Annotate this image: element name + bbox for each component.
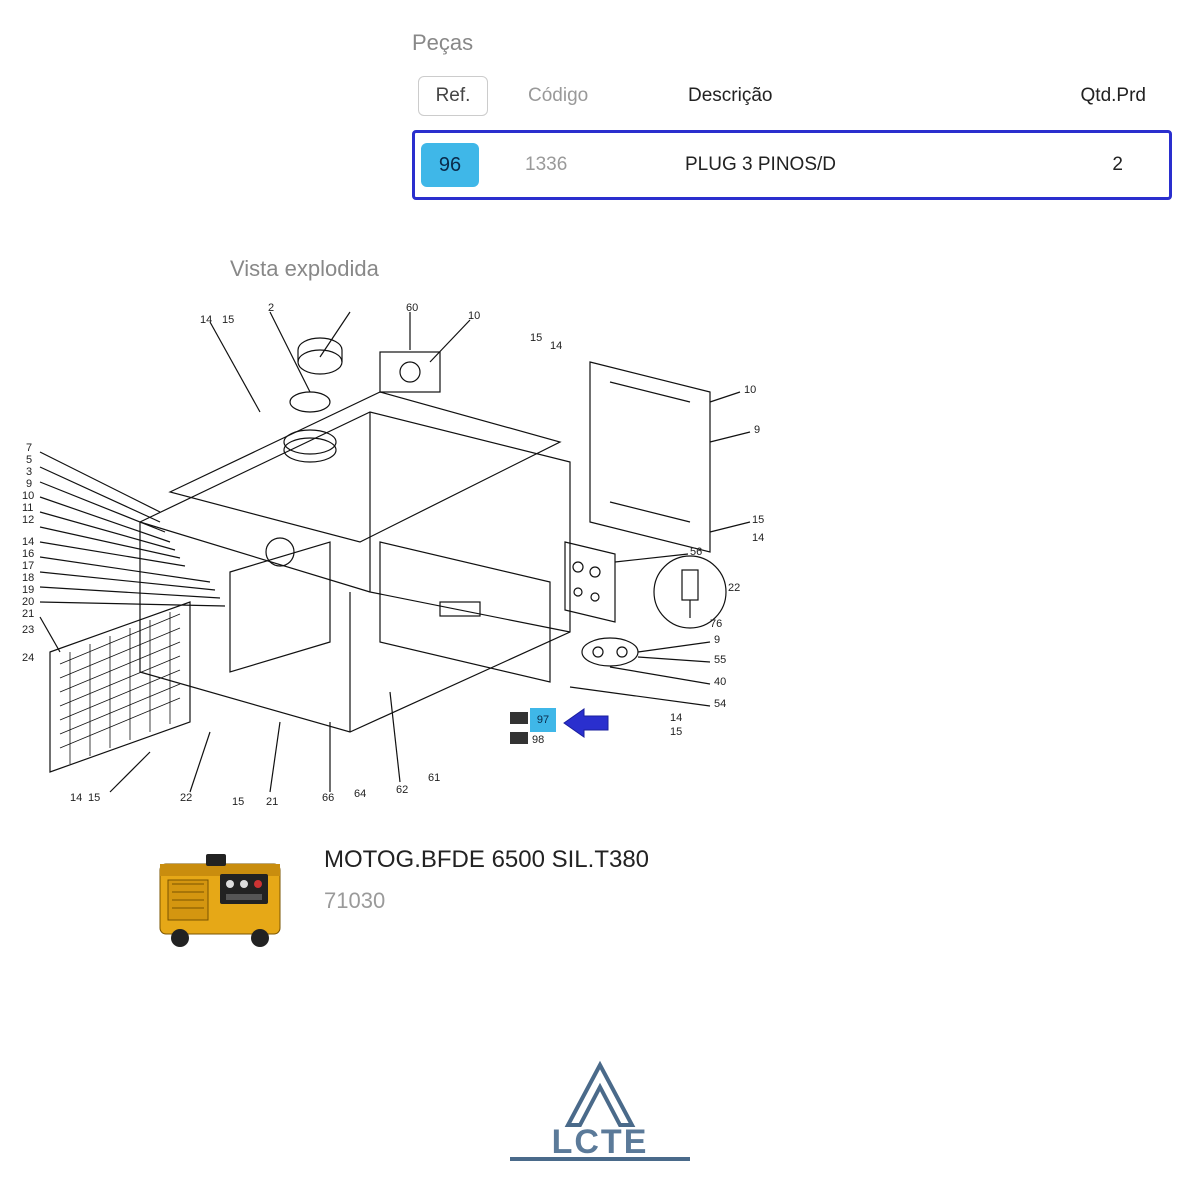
- header-code: Código: [528, 85, 668, 107]
- cell-description: PLUG 3 PINOS/D: [685, 154, 1045, 176]
- part-row-highlighted[interactable]: 96 1336 PLUG 3 PINOS/D 2: [412, 130, 1172, 200]
- exploded-diagram: 97 98 14 15 2 60 10 15 14 7 5 3 9 10 11 …: [10, 292, 780, 812]
- parts-title: Peças: [412, 30, 1172, 56]
- cell-code: 1336: [525, 154, 665, 176]
- product-name: MOTOG.BFDE 6500 SIL.T380: [324, 846, 649, 874]
- header-description: Descrição: [688, 85, 1048, 107]
- exploded-view-title: Vista explodida: [230, 256, 379, 282]
- brand-logo: LCTE: [500, 1059, 700, 1184]
- ref-badge: 96: [421, 143, 479, 187]
- cell-qty: 2: [1112, 154, 1163, 176]
- header-ref[interactable]: Ref.: [418, 76, 488, 116]
- arrow-icon: [562, 706, 612, 745]
- diagram-label-98: 98: [532, 734, 544, 746]
- product-code: 71030: [324, 888, 649, 914]
- diagram-highlight-marker: 97: [530, 708, 556, 732]
- product-thumbnail: [150, 840, 300, 950]
- product-block[interactable]: MOTOG.BFDE 6500 SIL.T380 71030: [150, 840, 649, 950]
- header-qty: Qtd.Prd: [1081, 85, 1166, 107]
- logo-text: LCTE: [552, 1123, 649, 1161]
- parts-header-row: Ref. Código Descrição Qtd.Prd: [412, 76, 1172, 116]
